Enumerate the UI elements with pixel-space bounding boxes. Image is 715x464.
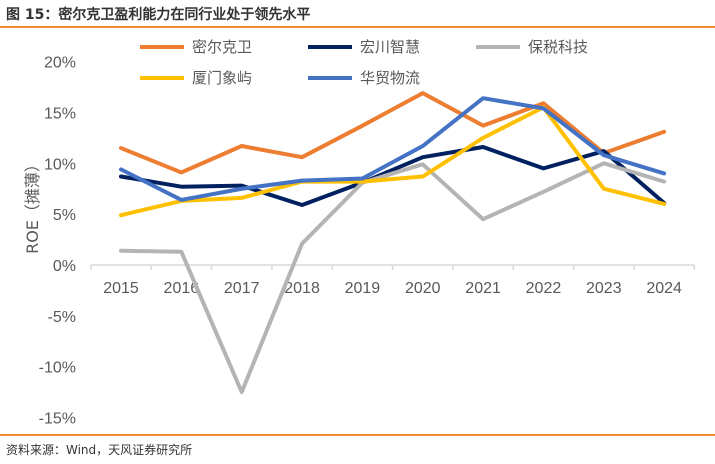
- legend-item: 密尔克卫: [140, 36, 252, 57]
- y-tick-label: -10%: [39, 360, 76, 377]
- x-tick-label: 2018: [284, 280, 320, 297]
- y-tick-label: 20%: [44, 55, 76, 72]
- x-tick-label: 2019: [345, 280, 381, 297]
- series-line: [119, 96, 667, 202]
- legend-item: 宏川智慧: [308, 36, 420, 57]
- legend-swatch: [140, 75, 184, 80]
- x-tick-label: 2022: [526, 280, 562, 297]
- legend-label: 保税科技: [528, 38, 589, 56]
- legend-swatch: [308, 75, 352, 80]
- x-tick-label: 2023: [586, 280, 622, 297]
- source-note: 资料来源：Wind，天风证券研究所: [6, 443, 193, 457]
- top-divider: [0, 26, 715, 28]
- x-tick-label: 2015: [103, 280, 139, 297]
- x-tick-label: 2017: [224, 280, 260, 297]
- bottom-divider: [0, 434, 715, 436]
- series-line: [119, 91, 667, 175]
- legend-item: 保税科技: [476, 36, 588, 57]
- series-line: [119, 105, 667, 218]
- series-4: [119, 96, 667, 202]
- series-line: [119, 145, 667, 207]
- figure-title: 图 15：密尔克卫盈利能力在同行业处于领先水平: [6, 7, 311, 23]
- legend-item: 厦门象屿: [140, 67, 252, 88]
- y-tick-label: -5%: [48, 309, 76, 326]
- legend-swatch: [476, 44, 520, 49]
- legend-item: 华贸物流: [308, 67, 420, 88]
- x-tick-label: 2021: [465, 280, 501, 297]
- y-tick-label: 10%: [44, 156, 76, 173]
- legend-swatch: [140, 44, 184, 49]
- legend-swatch: [308, 44, 352, 49]
- x-tick-label: 2016: [164, 280, 200, 297]
- y-axis-label: ROE（摊薄）: [23, 156, 42, 254]
- y-tick-label: 5%: [53, 207, 76, 224]
- y-tick-label: 0%: [53, 258, 76, 275]
- legend-label: 华贸物流: [360, 69, 421, 87]
- y-tick-label: -15%: [39, 411, 76, 428]
- x-tick-label: 2020: [405, 280, 441, 297]
- x-tick-label: 2024: [646, 280, 682, 297]
- legend-label: 密尔克卫: [192, 38, 253, 56]
- legend-label: 厦门象屿: [192, 69, 253, 87]
- legend-label: 宏川智慧: [360, 38, 421, 56]
- y-tick-label: 15%: [44, 105, 76, 122]
- series-line: [119, 161, 667, 395]
